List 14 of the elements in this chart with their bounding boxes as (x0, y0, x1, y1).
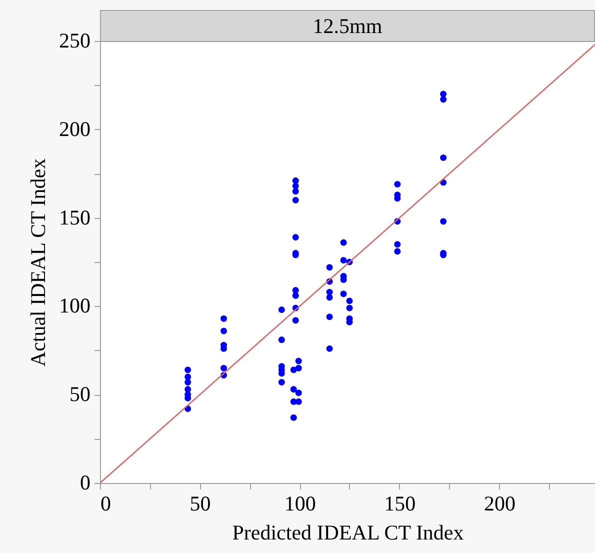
y-axis-title: Actual IDEAL CT Index (26, 158, 50, 367)
y-tick-label: 200 (59, 116, 90, 141)
y-tick-label: 0 (80, 470, 90, 494)
x-tick-label: 150 (384, 492, 416, 516)
x-axis-title: Predicted IDEAL CT Index (232, 520, 464, 544)
y-tick-label: 100 (59, 294, 90, 318)
y-tick-label: 250 (59, 28, 90, 52)
x-tick-label: 0 (100, 492, 111, 516)
x-tick-label: 100 (284, 492, 316, 516)
y-tick-label: 150 (59, 205, 90, 230)
y-tick-label: 50 (70, 382, 90, 406)
x-tick-label: 50 (190, 492, 211, 516)
x-tick-label: 200 (484, 492, 516, 516)
chart-title: 12.5mm (100, 10, 595, 41)
